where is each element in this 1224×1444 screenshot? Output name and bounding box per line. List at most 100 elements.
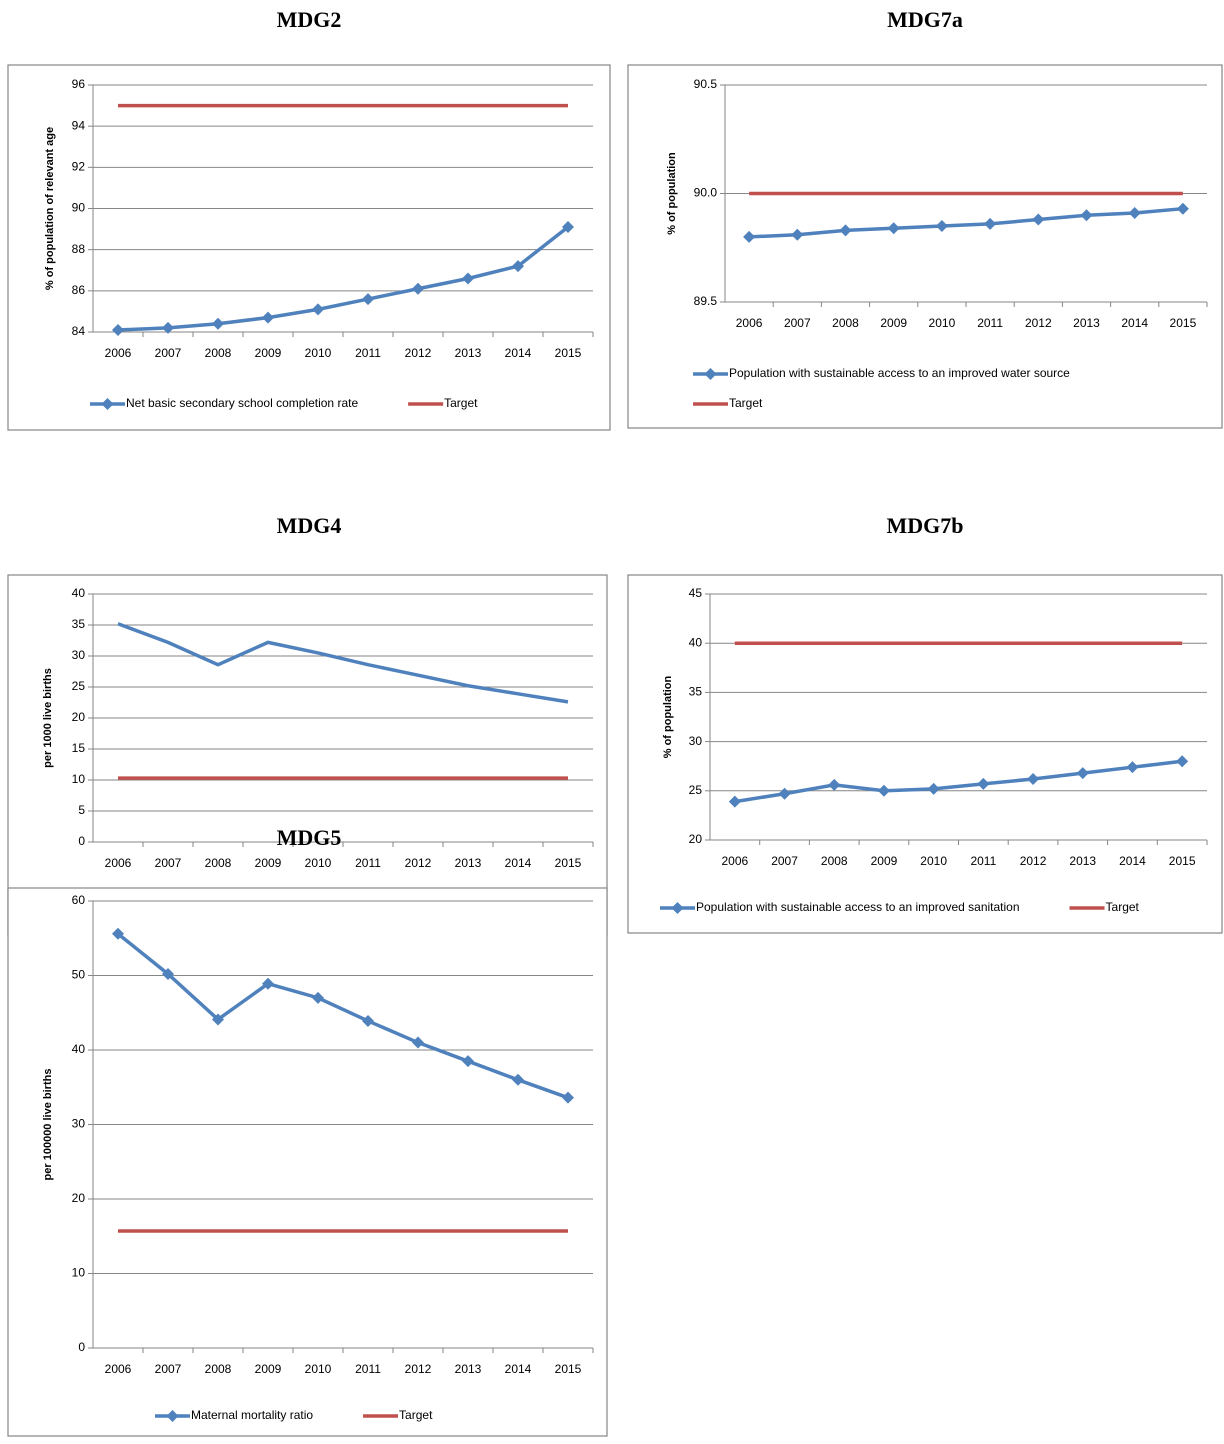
x-tick-label: 2012 (405, 346, 432, 360)
x-tick-label: 2010 (305, 856, 332, 870)
legend-label: Net basic secondary school completion ra… (126, 396, 358, 410)
data-point (1032, 213, 1045, 226)
data-point (887, 222, 900, 235)
y-tick-label: 35 (689, 685, 703, 699)
chart-title: MDG4 (277, 513, 342, 538)
x-tick-label: 2006 (736, 316, 763, 330)
y-axis-label: per 100000 live births (42, 1069, 54, 1181)
data-point (362, 1014, 374, 1027)
data-point (1176, 202, 1189, 215)
y-tick-label: 60 (72, 893, 86, 907)
x-tick-label: 2011 (355, 1362, 381, 1376)
data-point (262, 977, 274, 990)
y-tick-label: 90 (72, 201, 86, 215)
y-tick-label: 30 (689, 734, 703, 748)
chart-frame (7, 574, 608, 936)
y-tick-label: 45 (689, 586, 703, 600)
x-tick-label: 2015 (555, 856, 582, 870)
x-tick-label: 2013 (1069, 854, 1096, 868)
legend-label: Maternal mortality ratio (191, 1408, 313, 1422)
x-tick-label: 2013 (1073, 316, 1100, 330)
x-tick-label: 2007 (155, 346, 182, 360)
series-line (734, 759, 1183, 804)
x-tick-label: 2014 (505, 856, 532, 870)
x-tick-label: 2006 (105, 346, 132, 360)
y-tick-label: 94 (72, 118, 86, 132)
legend-marker (704, 368, 717, 380)
y-tick-label: 88 (72, 242, 86, 256)
data-point (791, 228, 804, 241)
x-tick-label: 2012 (1025, 316, 1052, 330)
x-tick-label: 2006 (721, 854, 748, 868)
y-tick-label: 25 (689, 783, 703, 797)
data-point (512, 260, 524, 273)
y-tick-label: 35 (72, 617, 86, 631)
x-tick-label: 2014 (505, 1362, 532, 1376)
data-point (112, 927, 124, 940)
data-point (977, 777, 990, 790)
data-point (462, 1055, 474, 1068)
data-point (512, 1073, 524, 1086)
chart-frame (7, 64, 611, 431)
y-tick-label: 84 (72, 324, 86, 338)
chart-frame (627, 574, 1223, 934)
y-tick-label: 30 (72, 1117, 86, 1131)
y-tick-label: 20 (72, 710, 86, 724)
data-point (162, 968, 174, 981)
y-tick-label: 25 (72, 679, 86, 693)
x-tick-label: 2014 (505, 346, 532, 360)
x-tick-label: 2013 (455, 346, 482, 360)
data-point (984, 217, 997, 230)
x-tick-label: 2010 (920, 854, 947, 868)
x-tick-label: 2008 (205, 346, 232, 360)
data-point (262, 311, 274, 324)
data-point (728, 795, 741, 808)
chart-title: MDG2 (277, 7, 342, 32)
x-tick-label: 2011 (970, 854, 996, 868)
x-tick-label: 2007 (155, 856, 182, 870)
y-tick-label: 15 (72, 741, 86, 755)
x-tick-label: 2007 (784, 316, 811, 330)
y-tick-label: 40 (72, 1042, 86, 1056)
x-tick-label: 2009 (255, 346, 282, 360)
legend-label: Target (729, 396, 763, 410)
x-tick-label: 2012 (1020, 854, 1047, 868)
series-line (117, 622, 569, 704)
y-tick-label: 50 (72, 968, 86, 982)
y-tick-label: 96 (72, 77, 86, 91)
data-point (1080, 209, 1093, 222)
y-tick-label: 0 (78, 834, 85, 848)
x-tick-label: 2009 (880, 316, 907, 330)
data-point (1176, 755, 1189, 768)
legend-label: Target (444, 396, 478, 410)
chart-frame (7, 887, 608, 1437)
data-point (1076, 767, 1089, 780)
x-tick-label: 2015 (555, 346, 582, 360)
x-tick-label: 2010 (305, 1362, 332, 1376)
x-tick-label: 2009 (871, 854, 898, 868)
x-tick-label: 2011 (355, 856, 381, 870)
data-point (212, 317, 224, 330)
data-point (1128, 207, 1141, 220)
legend-marker (671, 902, 684, 914)
y-tick-label: 92 (72, 160, 86, 174)
x-tick-label: 2011 (355, 346, 381, 360)
x-tick-label: 2012 (405, 1362, 432, 1376)
data-point (743, 230, 756, 243)
x-tick-label: 2015 (555, 1362, 582, 1376)
legend-label: Population with sustainable access to an… (696, 900, 1020, 914)
chart-title: MDG7b (887, 513, 964, 538)
y-axis-label: % of population of relevant age (44, 127, 56, 290)
data-point (412, 1036, 424, 1049)
data-point (412, 282, 424, 295)
x-tick-label: 2011 (977, 316, 1003, 330)
data-point (1126, 761, 1139, 774)
x-tick-label: 2008 (205, 856, 232, 870)
y-tick-label: 86 (72, 283, 86, 297)
x-tick-label: 2009 (255, 856, 282, 870)
chart-title: MDG7a (887, 7, 963, 32)
x-tick-label: 2007 (155, 1362, 182, 1376)
x-tick-label: 2008 (205, 1362, 232, 1376)
x-tick-label: 2009 (255, 1362, 282, 1376)
